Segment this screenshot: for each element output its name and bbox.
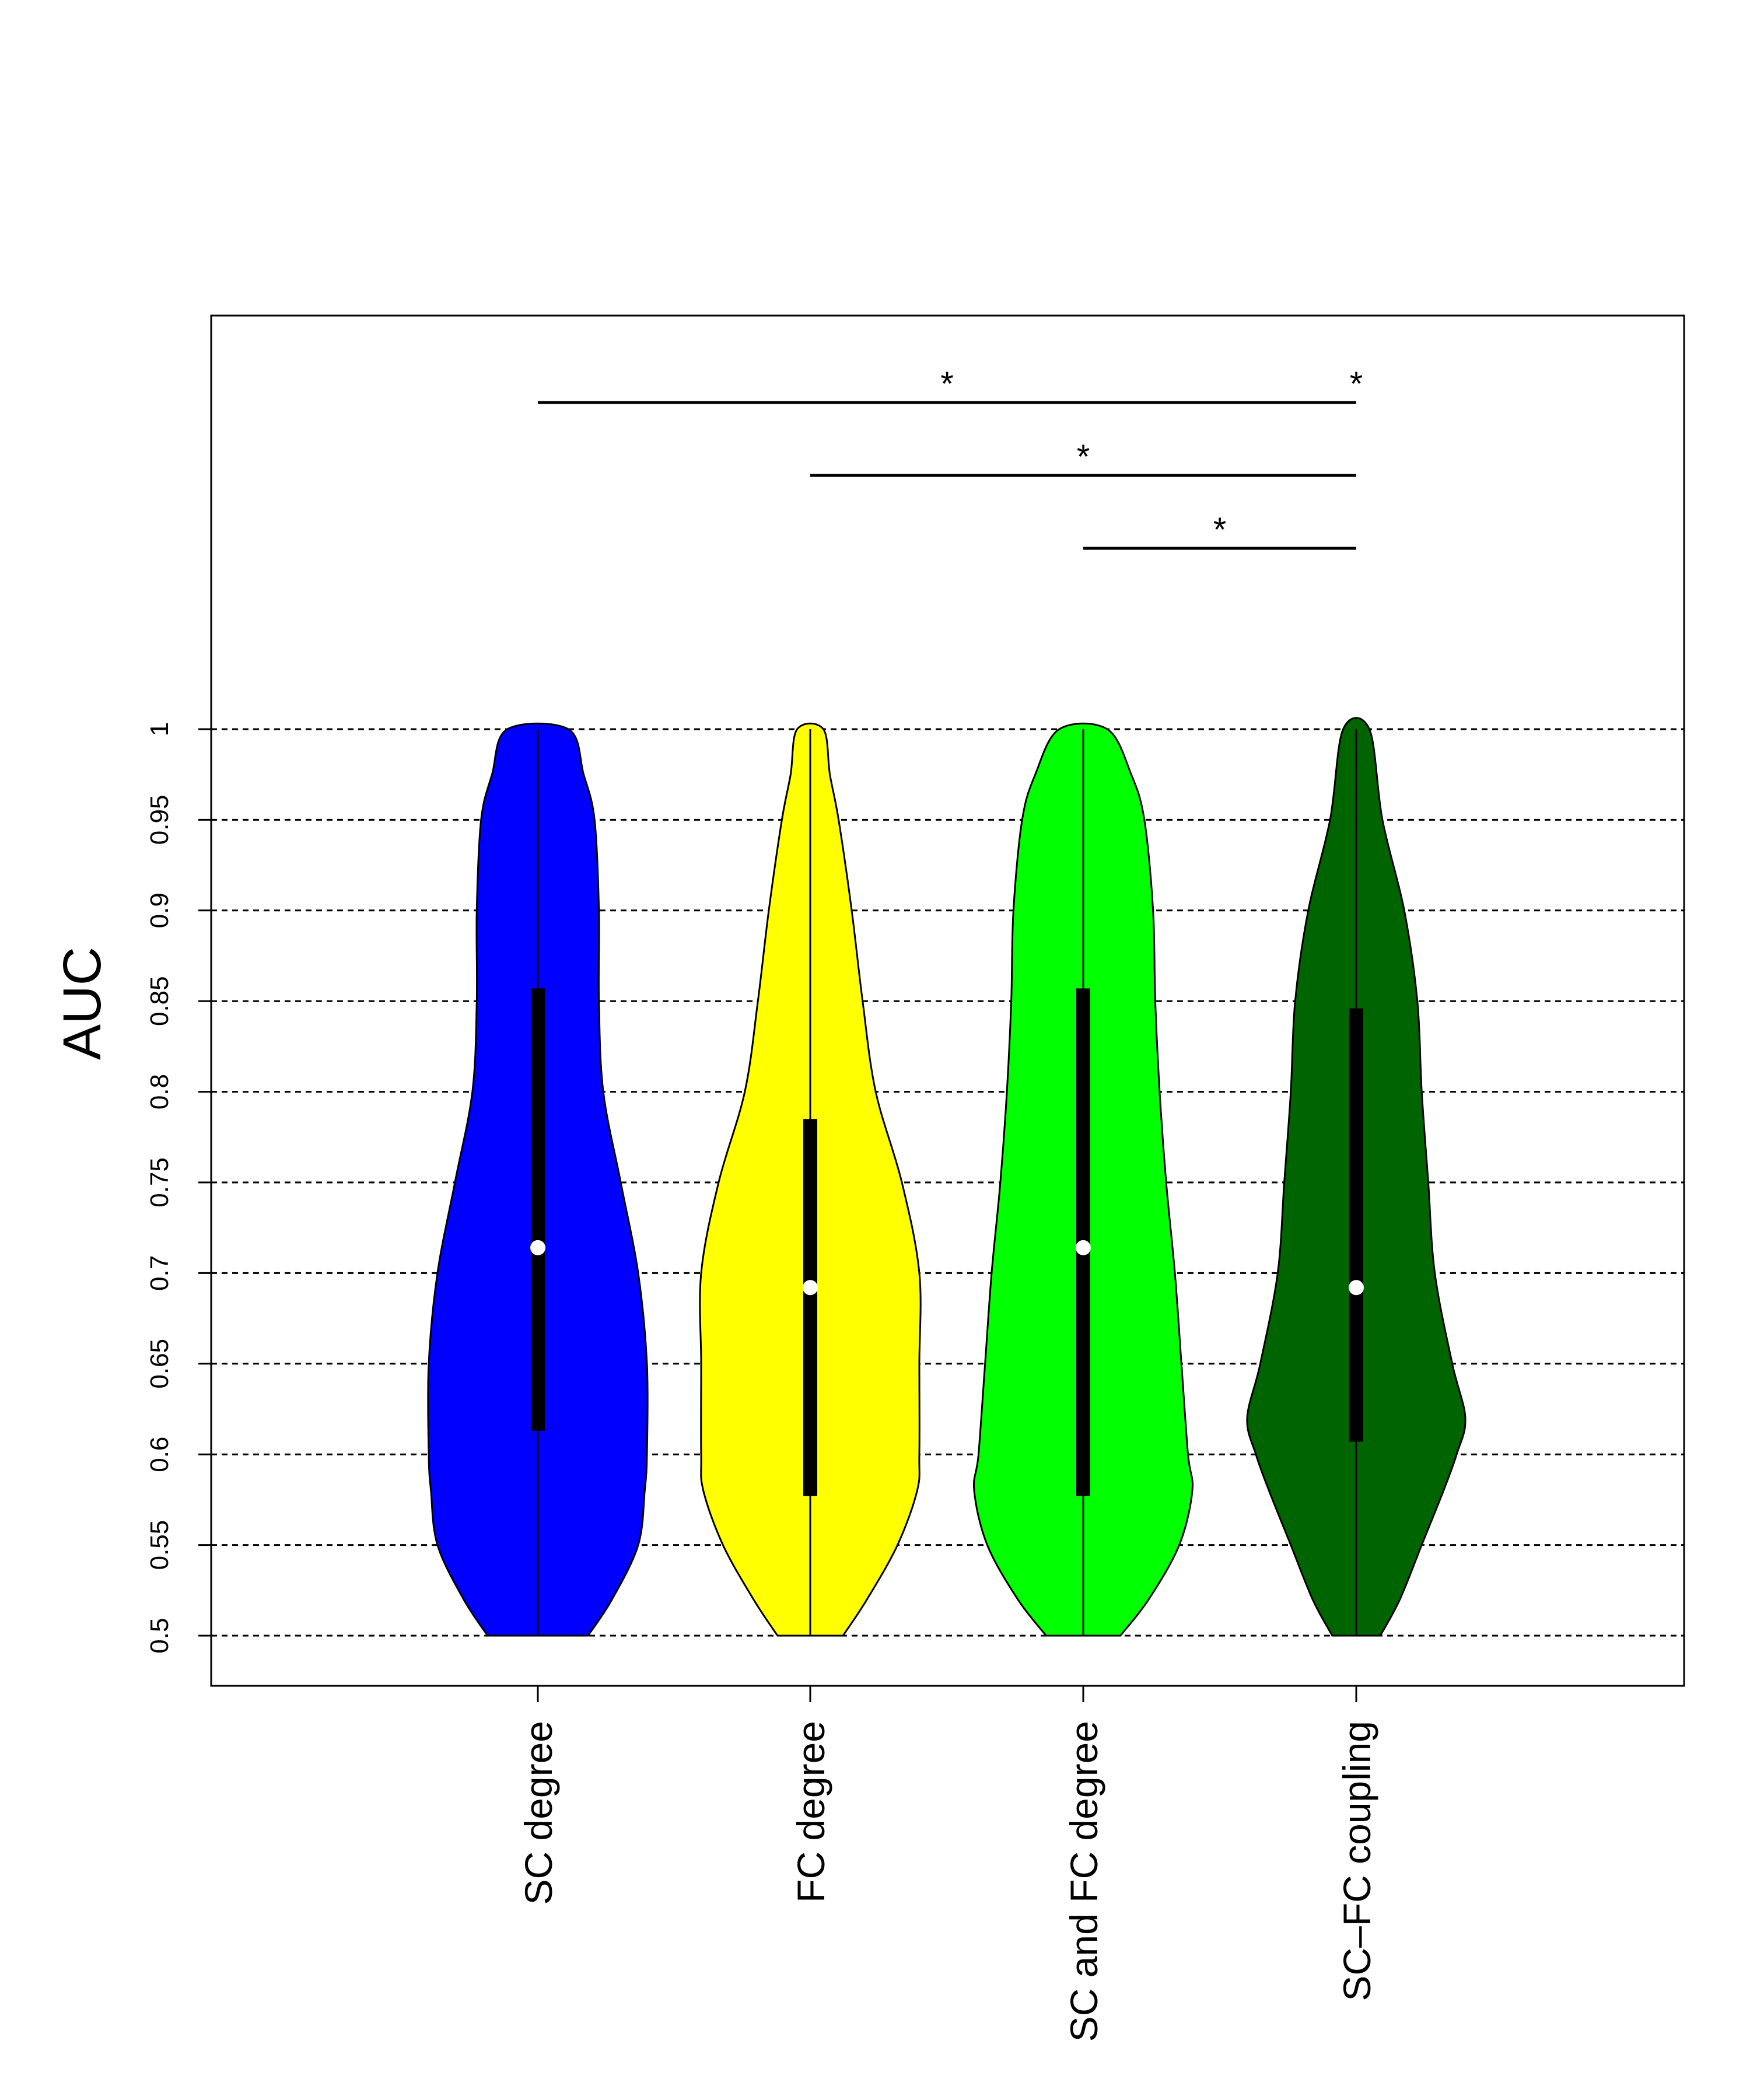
violin-iqr-box — [531, 988, 545, 1431]
y-tick-label: 0.9 — [145, 892, 174, 928]
violin-iqr-box — [1349, 1008, 1363, 1442]
y-axis: 0.5 0.55 0.6 0.65 0.7 0.75 0.8 0.85 0.9 0.95 1 — [145, 722, 211, 1654]
violin-iqr-box — [803, 1119, 817, 1496]
significance-brackets: * * * * — [538, 365, 1363, 550]
y-tick-label: 0.7 — [145, 1255, 174, 1291]
y-tick-label: 0.85 — [145, 976, 174, 1026]
violin-median — [1349, 1280, 1364, 1296]
y-tick-label: 0.65 — [145, 1339, 174, 1389]
significance-star: * — [1077, 438, 1090, 476]
y-tick-label: 0.95 — [145, 795, 174, 845]
y-tick-label: 1 — [145, 722, 174, 736]
significance-star: * — [940, 365, 954, 403]
violins — [427, 717, 1466, 1637]
violin-median — [530, 1240, 545, 1255]
significance-star: * — [1213, 511, 1227, 549]
violin-median — [803, 1280, 818, 1296]
y-tick-label: 0.8 — [145, 1074, 174, 1110]
x-category-label: SC and FC degree — [1062, 1721, 1105, 2042]
y-tick-label: 0.6 — [145, 1437, 174, 1472]
significance-star: * — [1350, 365, 1363, 403]
x-axis: SC degree FC degree SC and FC degree SC–FC … — [517, 1686, 1378, 2042]
x-category-label: SC–FC coupling — [1335, 1721, 1378, 2001]
x-category-label: SC degree — [517, 1721, 560, 1905]
y-tick-label: 0.75 — [145, 1157, 174, 1208]
y-tick-label: 0.55 — [145, 1520, 174, 1570]
y-tick-label: 0.5 — [145, 1618, 174, 1653]
y-axis-title: AUC — [52, 947, 112, 1060]
x-category-label: FC degree — [789, 1721, 832, 1903]
violin-median — [1076, 1240, 1091, 1255]
